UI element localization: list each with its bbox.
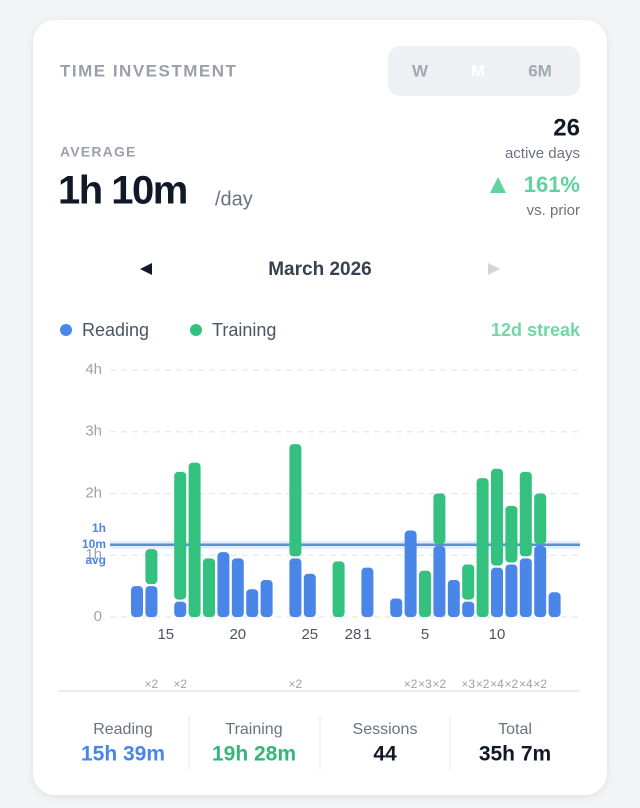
bar xyxy=(491,468,503,566)
bar xyxy=(462,601,475,617)
bar xyxy=(462,564,475,600)
bar xyxy=(289,444,302,557)
x-tick-label: 20 xyxy=(229,626,246,643)
bar xyxy=(217,552,230,617)
average-label: 10m xyxy=(82,537,106,551)
prev-button[interactable] xyxy=(140,263,152,275)
session-label: ×2 xyxy=(173,677,187,691)
stat-value: 35h 7m xyxy=(479,743,551,766)
next-button[interactable] xyxy=(488,263,500,275)
bar xyxy=(433,493,446,544)
bar xyxy=(476,478,489,617)
session-label: ×3 xyxy=(461,677,475,691)
active-days-label: active days xyxy=(505,145,580,162)
y-tick-label: 4h xyxy=(85,361,102,378)
bar xyxy=(519,558,532,617)
streak: 12d streak xyxy=(491,320,581,340)
legend-label: Training xyxy=(212,320,276,340)
bar xyxy=(174,471,187,600)
bar xyxy=(519,471,532,557)
stat-label: Training xyxy=(225,721,282,738)
bar xyxy=(131,586,143,617)
up-arrow xyxy=(490,177,506,193)
bar xyxy=(505,564,518,617)
range-option[interactable]: W xyxy=(412,61,429,80)
x-tick-label: 28 xyxy=(345,626,362,643)
x-tick-label: 5 xyxy=(421,626,429,643)
bar xyxy=(188,462,201,617)
y-tick-label: 1h xyxy=(85,546,102,563)
month-label: March 2026 xyxy=(268,259,372,280)
bar xyxy=(390,598,403,617)
active-days: 26 xyxy=(553,114,580,141)
x-tick-label: 25 xyxy=(301,626,318,643)
legend-dot xyxy=(60,324,72,336)
stat-value: 44 xyxy=(373,743,397,766)
x-tick-label: 15 xyxy=(157,626,174,643)
session-label: ×2 xyxy=(533,677,547,691)
bar xyxy=(505,505,518,563)
session-label: ×2 xyxy=(505,677,519,691)
legend-dot xyxy=(190,324,202,336)
bar xyxy=(534,545,547,617)
bar xyxy=(145,586,158,617)
bar xyxy=(231,558,244,617)
session-label: ×2 xyxy=(404,677,418,691)
bar xyxy=(433,545,446,617)
average-value: 1h 10m xyxy=(58,169,187,213)
bar xyxy=(260,579,273,617)
change-label: vs. prior xyxy=(527,202,580,219)
stat-label: Total xyxy=(498,721,532,738)
bar xyxy=(404,530,417,617)
y-tick-label: 2h xyxy=(85,484,102,501)
title: TIME INVESTMENT xyxy=(60,61,237,80)
range-option[interactable]: 6M xyxy=(528,61,552,80)
y-tick-label: 0 xyxy=(94,608,102,625)
bar xyxy=(361,567,374,617)
stat-value: 15h 39m xyxy=(81,743,165,766)
bar xyxy=(289,558,302,617)
bar xyxy=(491,567,503,617)
range-option[interactable]: M xyxy=(471,61,485,80)
session-label: ×2 xyxy=(433,677,447,691)
session-label: ×4 xyxy=(519,677,533,691)
average-unit: /day xyxy=(215,188,253,210)
bar xyxy=(145,549,158,585)
bar xyxy=(548,592,561,617)
session-label: ×4 xyxy=(490,677,504,691)
bar xyxy=(419,570,431,617)
bar xyxy=(303,573,316,617)
session-label: ×2 xyxy=(145,677,159,691)
session-label: ×2 xyxy=(476,677,490,691)
bar xyxy=(174,601,187,617)
average-label: AVERAGE xyxy=(60,144,137,160)
bar xyxy=(534,493,547,544)
stat-label: Reading xyxy=(93,721,153,738)
card xyxy=(33,20,607,795)
session-label: ×3 xyxy=(418,677,432,691)
range-toggle[interactable] xyxy=(388,46,580,96)
bar xyxy=(246,589,259,617)
session-label: ×2 xyxy=(289,677,303,691)
x-tick-label: 1 xyxy=(363,626,371,643)
change: 161% xyxy=(524,172,580,197)
legend-label: Reading xyxy=(82,320,149,340)
bar xyxy=(447,579,460,617)
bar xyxy=(203,558,215,617)
y-tick-label: 3h xyxy=(85,423,102,440)
stat-label: Sessions xyxy=(353,721,418,738)
bar xyxy=(332,561,345,617)
average-label: 1h xyxy=(92,521,106,535)
average-label: avg xyxy=(85,553,106,567)
stat-value: 19h 28m xyxy=(212,743,296,766)
x-tick-label: 10 xyxy=(489,626,506,643)
